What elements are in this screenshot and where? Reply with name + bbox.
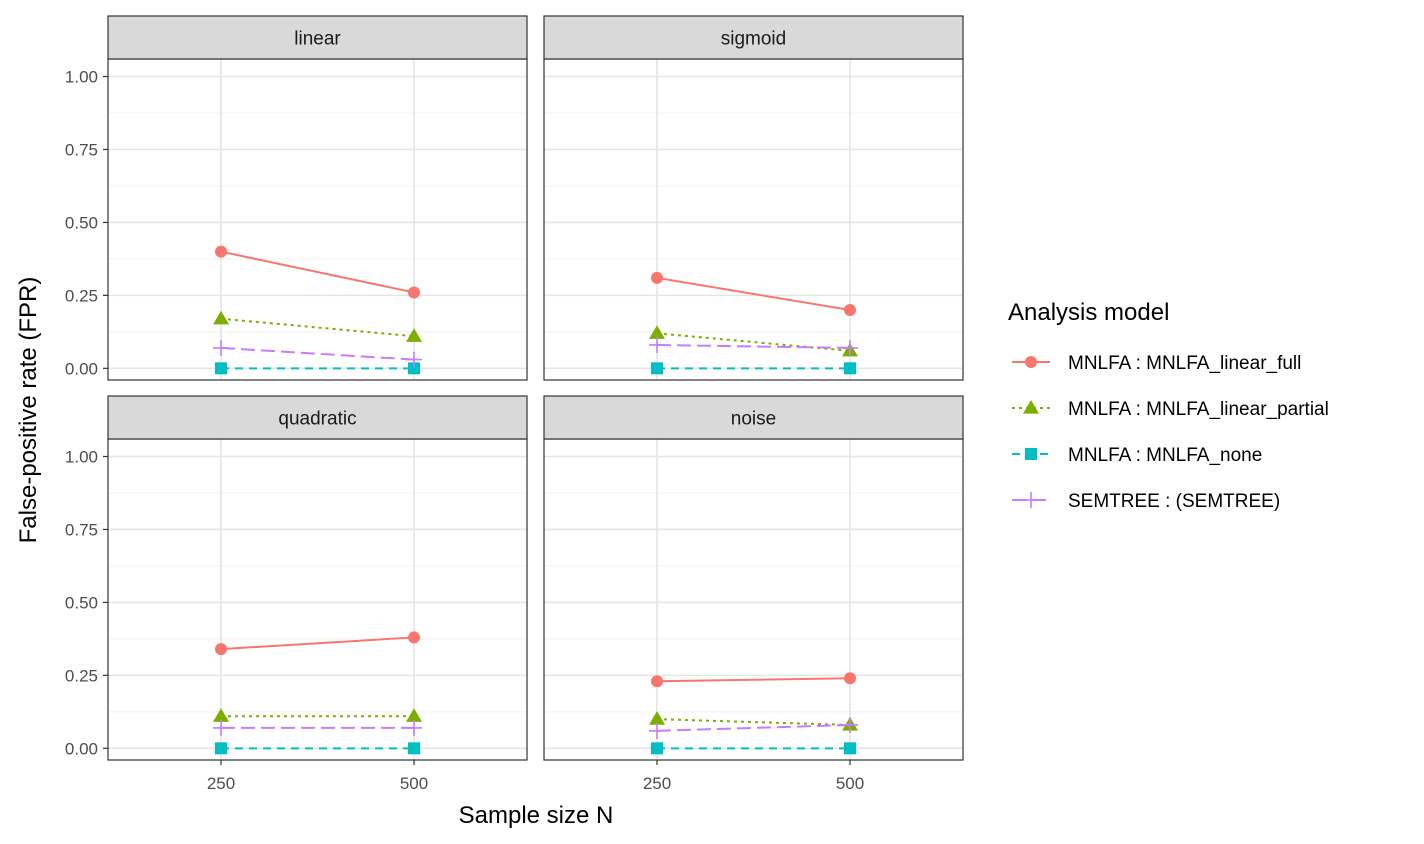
y-tick-label: 1.00 — [65, 448, 98, 467]
data-point-semtree-250 — [649, 336, 665, 353]
data-point-none-250 — [215, 362, 227, 375]
data-point-full-250 — [651, 271, 663, 284]
facet-strip — [543, 395, 964, 440]
y-tick-label: 0.25 — [65, 286, 98, 305]
facet-strip — [543, 15, 964, 60]
panel-sigmoid: sigmoid — [543, 15, 964, 381]
legend-key-marker — [1025, 448, 1037, 460]
data-point-semtree-250 — [213, 719, 229, 736]
data-point-partial-250 — [213, 708, 229, 722]
series-semtree — [213, 339, 422, 368]
panels: linear 0.00 0.25 0.50 0.75 1.00 sigmoid quadrat… — [65, 15, 964, 793]
series-partial — [213, 708, 422, 722]
y-tick-label: 0.00 — [65, 739, 98, 758]
legend-key-marker — [1025, 356, 1037, 368]
series-semtree — [213, 719, 422, 736]
data-point-full-250 — [215, 245, 227, 258]
facet-strip-label: noise — [731, 409, 776, 430]
data-point-partial-500 — [406, 328, 422, 342]
panel-noise: noise 250 500 — [543, 395, 964, 793]
x-tick-label: 500 — [400, 774, 428, 793]
data-point-partial-500 — [406, 708, 422, 722]
legend-label: MNLFA : MNLFA_none — [1068, 445, 1262, 466]
data-point-full-500 — [844, 672, 856, 685]
x-axis-title: Sample size N — [459, 802, 614, 829]
series-line-full — [656, 677, 851, 683]
data-point-semtree-250 — [649, 722, 665, 739]
data-point-none-500 — [408, 362, 420, 375]
y-tick-label: 1.00 — [65, 68, 98, 87]
facet-strip — [107, 15, 528, 60]
data-point-none-500 — [844, 742, 856, 755]
y-tick-label: 0.50 — [65, 213, 98, 232]
series-full — [215, 631, 420, 656]
y-tick-label: 0.50 — [65, 593, 98, 612]
legend-label: MNLFA : MNLFA_linear_partial — [1068, 399, 1329, 420]
series-full — [651, 672, 856, 688]
y-tick-label: 0.75 — [65, 520, 98, 539]
facet-strip-label: sigmoid — [721, 29, 786, 50]
data-point-semtree-500 — [406, 719, 422, 736]
data-point-full-250 — [215, 643, 227, 656]
panel-quadratic: quadratic 0.00 0.25 0.50 0.75 1.00 250 500 — [65, 395, 528, 793]
y-tick-label: 0.75 — [65, 140, 98, 159]
series-line-full — [220, 250, 415, 294]
series-line-semtree — [656, 723, 851, 732]
series-full — [215, 245, 420, 299]
data-point-full-500 — [844, 303, 856, 316]
series-partial — [213, 310, 422, 342]
legend-item-full: MNLFA : MNLFA_linear_full — [1012, 353, 1301, 374]
series-semtree — [649, 336, 858, 356]
data-point-semtree-500 — [842, 716, 858, 733]
data-point-none-250 — [215, 742, 227, 755]
data-point-semtree-500 — [842, 339, 858, 356]
y-axis-title: False-positive rate (FPR) — [15, 277, 42, 544]
x-tick-label: 250 — [207, 774, 235, 793]
data-point-full-500 — [408, 286, 420, 299]
data-point-semtree-500 — [406, 351, 422, 368]
data-point-none-500 — [408, 742, 420, 755]
legend-label: MNLFA : MNLFA_linear_full — [1068, 353, 1301, 374]
x-tick-label: 500 — [836, 774, 864, 793]
legend-label: SEMTREE : (SEMTREE) — [1068, 491, 1280, 512]
facet-strip — [107, 395, 528, 440]
data-point-partial-250 — [649, 711, 665, 725]
legend-key-marker — [1023, 492, 1039, 508]
series-line-partial — [220, 317, 415, 338]
series-line-full — [656, 276, 851, 311]
data-point-partial-250 — [213, 310, 229, 325]
data-point-none-250 — [651, 362, 663, 375]
data-point-full-250 — [651, 675, 663, 688]
data-point-semtree-250 — [213, 339, 229, 356]
series-semtree — [649, 716, 858, 739]
y-tick-label: 0.00 — [65, 359, 98, 378]
panel-linear: linear 0.00 0.25 0.50 0.75 1.00 — [65, 15, 528, 381]
series-line-semtree — [220, 346, 415, 361]
series-full — [651, 271, 856, 316]
facet-strip-label: linear — [294, 29, 341, 50]
data-point-full-500 — [408, 631, 420, 644]
data-point-partial-250 — [649, 325, 665, 339]
legend-item-none: MNLFA : MNLFA_none — [1012, 445, 1262, 466]
x-tick-label: 250 — [643, 774, 671, 793]
y-tick-label: 0.25 — [65, 666, 98, 685]
series-none — [215, 362, 420, 375]
series-none — [651, 362, 856, 375]
legend: Analysis model MNLFA : MNLFA_linear_full… — [1008, 299, 1329, 512]
data-point-none-250 — [651, 742, 663, 755]
series-none — [651, 742, 856, 755]
series-line-full — [220, 636, 415, 651]
legend-key-marker — [1023, 400, 1039, 414]
series-line-semtree — [656, 343, 851, 349]
facet-strip-label: quadratic — [278, 409, 356, 430]
legend-title: Analysis model — [1008, 299, 1169, 326]
legend-item-partial: MNLFA : MNLFA_linear_partial — [1012, 399, 1329, 420]
series-none — [215, 742, 420, 755]
legend-item-semtree: SEMTREE : (SEMTREE) — [1012, 491, 1280, 512]
data-point-none-500 — [844, 362, 856, 375]
